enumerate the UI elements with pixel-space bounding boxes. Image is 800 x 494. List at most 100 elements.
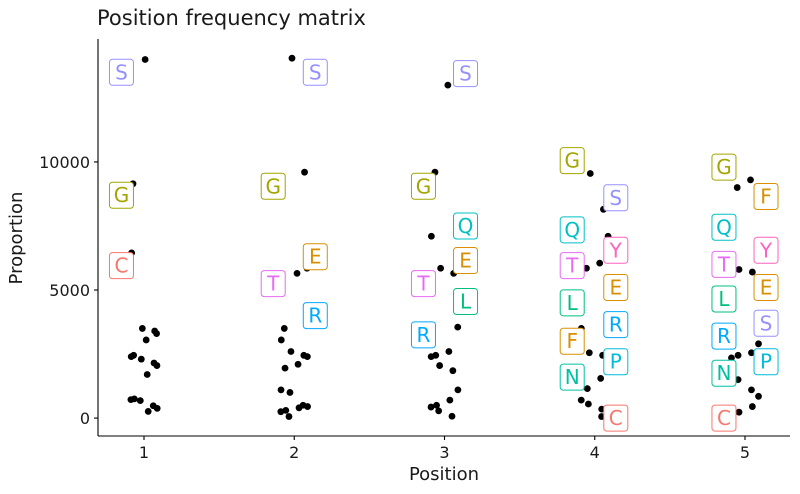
residue-label-box [260,270,286,298]
residue-label-text: C [609,406,623,430]
residue-label-box [453,247,479,275]
residue-label-box [410,321,436,349]
data-point [295,404,303,412]
residue-label-text: E [609,275,622,299]
data-point [277,408,285,416]
residue-label-q: Q [711,213,737,241]
data-point [733,184,741,191]
residue-label-text: R [717,324,731,348]
residue-label-box [753,348,779,376]
residue-label-box [753,309,779,337]
residue-label-box [711,153,737,181]
data-point [288,54,296,62]
data-point [755,340,762,348]
residue-label-q: Q [559,216,585,244]
data-point [427,232,435,240]
residue-label-text: F [760,185,772,209]
data-point [301,168,308,176]
residue-label-e: E [453,247,479,275]
residue-label-text: E [309,245,322,269]
residue-label-box [711,285,737,313]
data-point [586,170,594,177]
residue-label-p: P [603,348,629,376]
data-point [748,268,756,276]
residue-label-r: R [603,311,629,339]
data-point [597,374,605,382]
residue-label-e: E [603,273,629,301]
residue-label-s: S [603,184,629,212]
residue-label-e: E [302,243,328,271]
residue-label-box [108,181,134,209]
residue-label-text: Q [564,218,580,242]
residue-label-p: P [753,348,779,376]
residue-label-c: C [108,252,134,280]
residue-label-box [711,404,737,432]
residue-label-s: S [453,60,479,88]
residue-label-l: L [559,289,585,317]
residue-label-box [260,172,286,200]
residue-label-box [711,359,737,387]
data-point [747,176,754,184]
data-point [748,386,755,394]
data-point [285,413,293,420]
residue-label-box [711,322,737,350]
residue-label-box [453,288,479,316]
residue-label-s: S [108,58,134,86]
residue-label-box [753,273,779,301]
residue-label-box [302,243,328,271]
data-point [142,336,150,344]
residue-label-text: E [459,249,472,273]
data-point [303,353,311,360]
data-point [136,397,144,405]
residue-label-r: R [410,321,436,349]
residue-label-text: R [609,313,623,337]
residue-label-c: C [603,404,629,432]
residue-label-text: P [760,350,772,374]
residue-label-r: R [711,322,737,350]
residue-label-text: T [266,272,280,296]
residue-label-box [603,404,629,432]
residue-label-box [603,184,629,212]
residue-label-g: G [410,172,436,200]
residue-label-box [559,216,585,244]
residue-label-text: C [717,406,731,430]
data-point [304,403,311,410]
data-point [281,364,289,372]
data-point [577,396,585,404]
data-point [454,323,462,331]
residue-label-text: Y [759,238,773,262]
data-point [454,386,462,394]
data-point [728,354,735,362]
y-tick-label: 5000 [49,281,90,300]
residue-label-box [302,302,328,330]
residue-label-box [753,183,779,211]
data-point [153,404,161,412]
residue-label-box [108,252,134,280]
residue-label-box [711,250,737,278]
x-tick-label: 5 [740,443,750,462]
data-point [435,407,443,415]
residue-label-y: Y [603,236,629,264]
y-axis-label: Proportion [6,192,27,285]
data-point [446,396,454,404]
residue-label-box [302,58,328,86]
residue-label-text: L [718,287,730,311]
data-point [449,367,457,375]
data-point [444,81,452,89]
x-axis-ticks: 1 2 3 4 5 [139,436,750,462]
x-tick-label: 3 [439,443,449,462]
residue-label-text: Y [609,238,623,262]
residue-label-text: G [265,174,281,198]
data-point [448,412,456,420]
data-point [294,360,302,368]
data-point [584,400,592,408]
data-point [436,362,444,369]
residue-label-g: G [711,153,737,181]
data-point [138,325,146,332]
residue-label-l: L [453,288,479,316]
x-tick-label: 4 [590,443,600,462]
residue-label-t: T [711,250,737,278]
data-point [153,330,160,337]
residue-label-text: T [416,272,430,296]
